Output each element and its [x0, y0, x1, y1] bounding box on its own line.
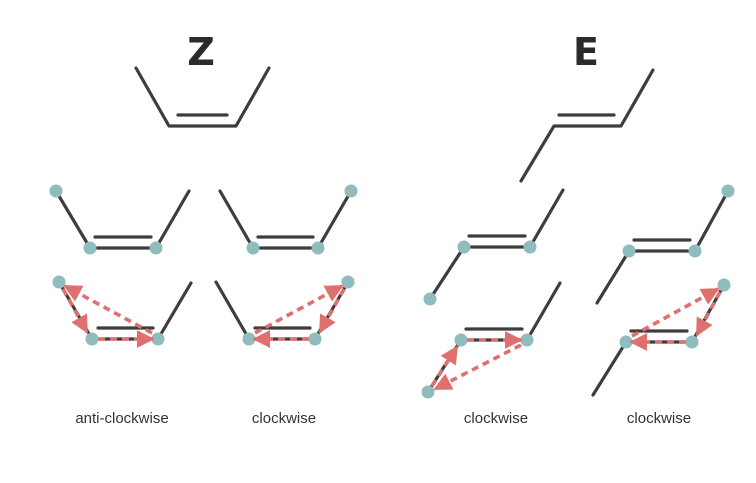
z-left-highlight	[49, 184, 191, 255]
atom-marker	[341, 275, 355, 289]
atom-marker	[151, 332, 165, 346]
atom-marker	[688, 244, 702, 258]
e-isomer-molecule	[519, 68, 655, 183]
e-left-clockwise-rotation	[421, 281, 562, 399]
atom-marker	[311, 241, 325, 255]
e-left-highlight	[423, 188, 565, 306]
arrow	[433, 343, 522, 391]
atom-marker	[520, 333, 534, 347]
arrow	[695, 291, 722, 337]
arrow	[254, 284, 344, 335]
atom-marker	[423, 292, 437, 306]
arrow	[61, 288, 89, 334]
atom-marker	[523, 240, 537, 254]
atom-marker	[454, 333, 468, 347]
atom-marker	[85, 332, 99, 346]
atom-marker	[344, 184, 358, 198]
z-clockwise-rotation	[214, 275, 355, 348]
caption-z-left: anti-clockwise	[75, 410, 168, 427]
atom-marker	[619, 335, 633, 349]
atom-marker	[242, 332, 256, 346]
atom-marker	[721, 184, 735, 198]
arrow	[631, 287, 720, 338]
e-right-highlight	[595, 184, 735, 305]
arrow	[318, 288, 346, 334]
atom-marker	[83, 241, 97, 255]
caption-z-right: clockwise	[252, 410, 316, 427]
e-heading: E	[573, 30, 599, 74]
e-right-clockwise-rotation	[591, 278, 731, 397]
atom-marker	[685, 335, 699, 349]
atom-marker	[246, 241, 260, 255]
atom-marker	[421, 385, 435, 399]
arrow	[430, 345, 459, 387]
caption-e-left: clockwise	[464, 410, 528, 427]
z-right-highlight	[218, 184, 358, 255]
atom-marker	[149, 241, 163, 255]
atom-marker	[49, 184, 63, 198]
atom-marker	[622, 244, 636, 258]
z-anticlockwise-rotation	[52, 275, 193, 348]
arrow	[63, 284, 153, 335]
caption-e-right: clockwise	[627, 410, 691, 427]
z-heading: Z	[187, 30, 215, 74]
z-isomer-molecule	[134, 66, 271, 128]
atom-marker	[308, 332, 322, 346]
atom-marker	[457, 240, 471, 254]
atom-marker	[717, 278, 731, 292]
atom-marker	[52, 275, 66, 289]
